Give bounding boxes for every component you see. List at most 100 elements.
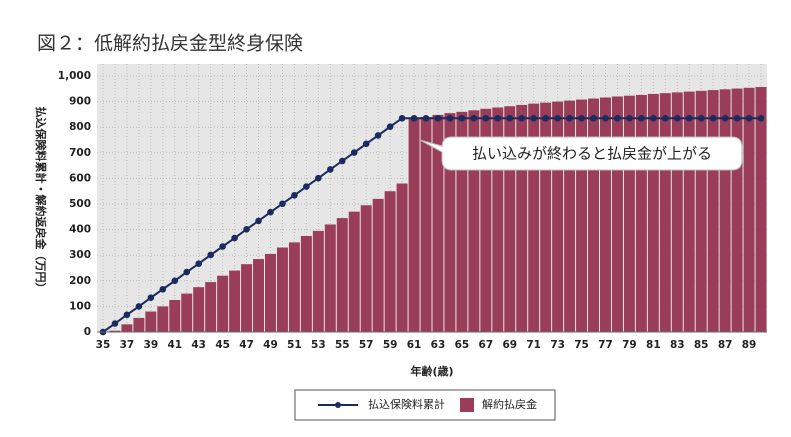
bar [719, 89, 731, 332]
bar [588, 98, 599, 332]
point [745, 114, 753, 122]
y-axis-title: 払込保険料累計・解約返戻金（万円） [34, 107, 48, 294]
x-tick-label: 87 [718, 339, 733, 351]
x-tick-label: 53 [311, 339, 326, 351]
bar [432, 114, 444, 332]
bar [253, 259, 264, 332]
x-tick-label: 79 [622, 339, 637, 351]
point [757, 114, 765, 122]
y-tick-label: 400 [69, 224, 91, 236]
point [697, 114, 705, 122]
x-tick-label: 89 [742, 339, 757, 351]
callout: 払い込みが終わると払戻金が上がる [419, 136, 743, 171]
y-tick-label: 1,000 [58, 70, 91, 82]
x-tick-label: 71 [526, 339, 541, 351]
bar [420, 116, 432, 333]
point [291, 191, 298, 199]
point [685, 114, 693, 122]
bar [647, 93, 659, 332]
bar [169, 300, 181, 332]
x-tick-label: 73 [550, 339, 565, 351]
bar [540, 102, 552, 333]
point [327, 166, 334, 173]
point [470, 114, 478, 122]
point [458, 114, 466, 122]
point [733, 114, 741, 122]
bar [133, 317, 145, 332]
point [195, 260, 202, 267]
point [709, 114, 717, 122]
point [721, 114, 729, 122]
legend-label: 解約払戻金 [482, 397, 537, 411]
x-tick-label: 41 [167, 339, 182, 351]
point [482, 114, 490, 122]
point [638, 114, 645, 122]
bar [109, 330, 121, 332]
point [207, 251, 214, 259]
x-tick-label: 43 [191, 339, 206, 351]
bar [336, 218, 348, 332]
x-tick-label: 35 [96, 339, 111, 351]
bar [444, 113, 456, 333]
x-tick-label: 69 [502, 339, 517, 351]
bar [229, 270, 241, 332]
bar [683, 91, 695, 332]
bar [193, 287, 205, 332]
point [494, 114, 502, 122]
bar [659, 93, 671, 332]
bar [372, 198, 384, 332]
x-tick-label: 67 [479, 339, 494, 351]
x-tick-label: 75 [574, 339, 589, 351]
x-tick-label: 55 [335, 339, 350, 351]
bar [671, 92, 683, 332]
x-tick-label: 63 [431, 339, 446, 351]
x-tick-label: 45 [215, 339, 230, 351]
x-tick-label: 59 [383, 339, 398, 351]
bar [384, 191, 396, 332]
bar [217, 275, 229, 332]
bar [707, 90, 719, 332]
point [590, 114, 597, 122]
x-tick-label: 77 [598, 339, 613, 351]
point [446, 114, 454, 122]
y-tick-label: 700 [69, 147, 91, 159]
legend-label: 払込保険料累計 [368, 397, 445, 411]
bar [492, 107, 504, 332]
point [542, 114, 549, 122]
point [386, 123, 394, 130]
point [255, 217, 262, 225]
point [530, 114, 537, 122]
x-tick-label: 81 [646, 339, 661, 351]
bar [276, 247, 288, 332]
point [518, 114, 526, 122]
legend-swatch [460, 398, 474, 412]
x-tick-label: 37 [120, 339, 135, 351]
point [578, 114, 585, 122]
legend-marker [335, 402, 341, 408]
point [506, 114, 514, 122]
point [673, 114, 681, 122]
y-tick-label: 200 [69, 275, 91, 287]
bar [324, 224, 336, 332]
bar [360, 205, 372, 332]
x-tick-label: 57 [359, 339, 374, 351]
point [135, 303, 143, 310]
bar [265, 253, 276, 332]
point [315, 174, 322, 182]
y-tick-label: 600 [69, 172, 91, 184]
x-tick-label: 49 [263, 339, 278, 351]
bar [480, 108, 492, 332]
point [614, 114, 621, 122]
x-tick-label: 47 [239, 339, 254, 351]
bar [348, 211, 360, 332]
point [338, 157, 346, 165]
x-tick-label: 51 [287, 339, 302, 351]
bar [611, 96, 623, 332]
bar [623, 95, 635, 332]
bar [743, 87, 755, 332]
bar [516, 104, 528, 332]
y-tick-label: 800 [69, 121, 91, 133]
point [398, 114, 406, 122]
point [159, 285, 167, 293]
